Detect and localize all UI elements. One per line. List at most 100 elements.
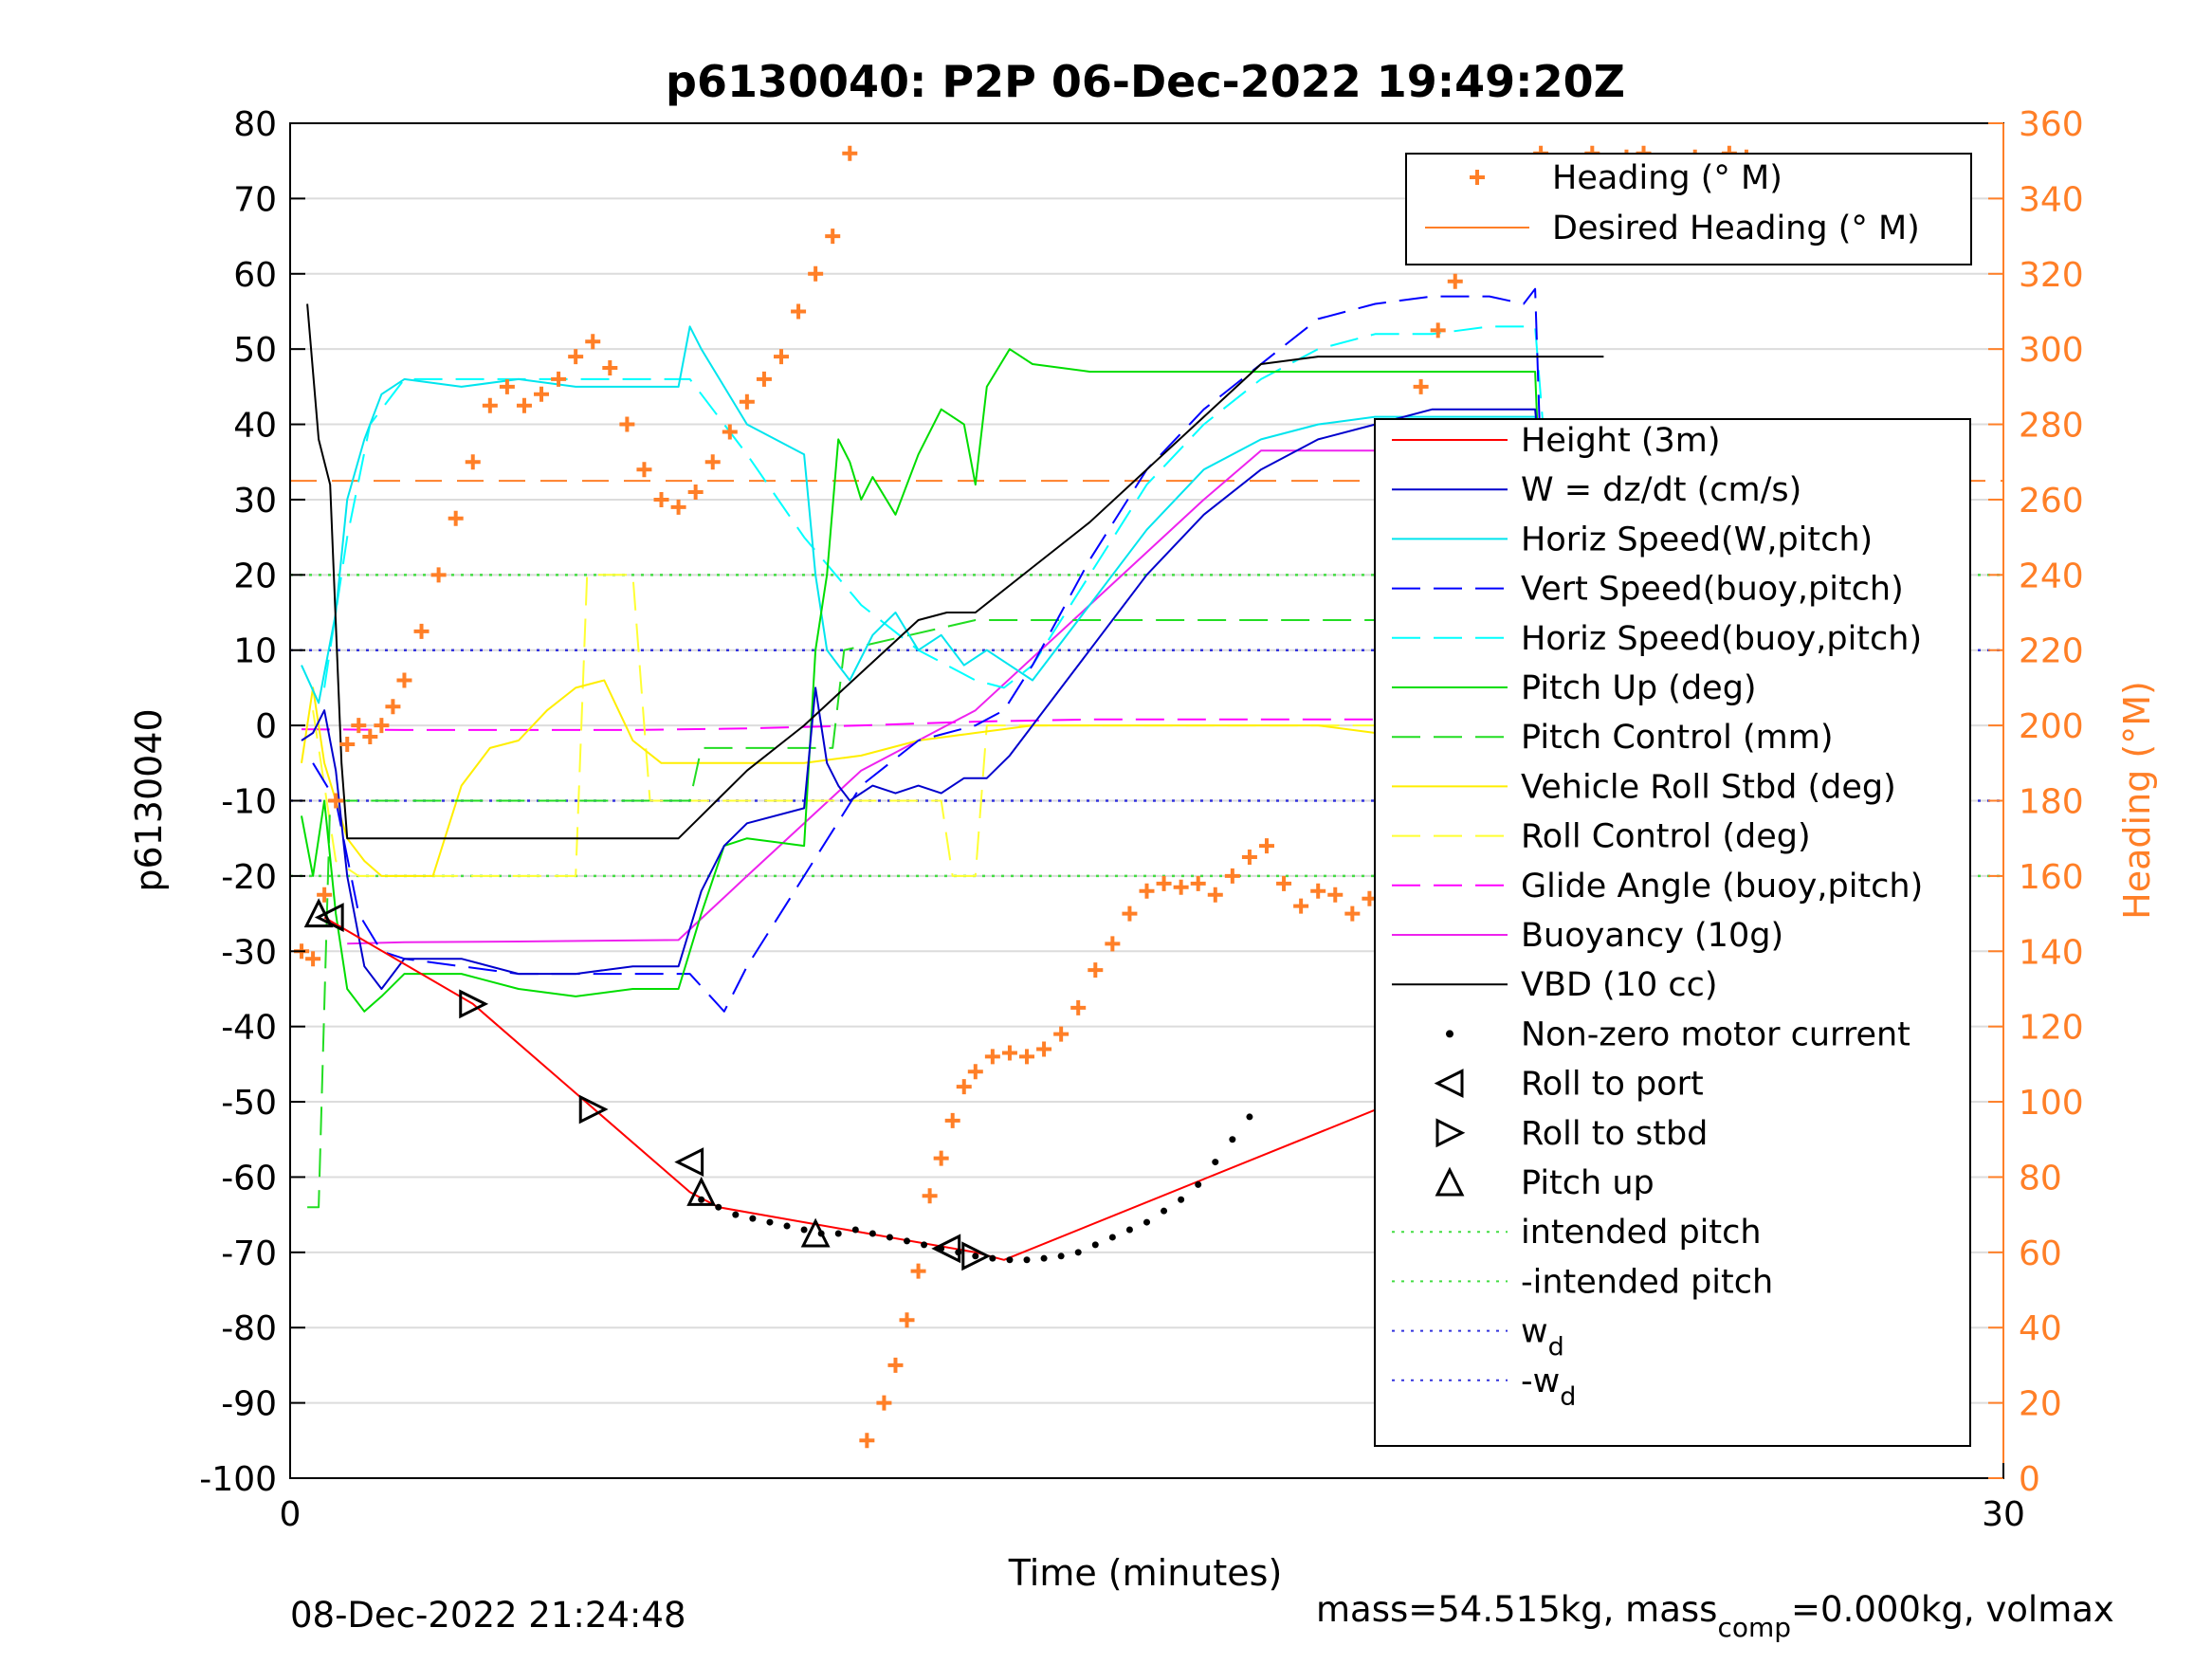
legend-desired-heading-label: Desired Heading (° M): [1552, 210, 1920, 247]
y-tick-label: 80: [233, 105, 277, 144]
heading-point: [1430, 322, 1446, 338]
heading-point: [704, 454, 721, 470]
heading-point: [756, 371, 772, 387]
motor-current-dot: [800, 1226, 808, 1234]
heading-point: [413, 623, 430, 639]
y-tick-label: -60: [221, 1159, 277, 1198]
y-tick-label: -70: [221, 1234, 277, 1273]
legend-label: -intended pitch: [1521, 1263, 1773, 1301]
y-tick-label: -80: [221, 1309, 277, 1348]
roll-to-port-marker: [931, 1234, 961, 1264]
heading-point: [984, 1049, 1000, 1065]
heading-point: [808, 265, 824, 282]
footer-mass-suffix: =0.000kg, volmax: [1791, 1589, 2114, 1630]
y-tick-label: 10: [233, 632, 277, 671]
legend-subscript: d: [1548, 1333, 1564, 1362]
y-right-tick-label: 80: [2019, 1159, 2062, 1198]
heading-point: [1293, 898, 1309, 914]
y-tick-label: 70: [233, 180, 277, 219]
y-tick-label: -30: [221, 933, 277, 972]
heading-point: [430, 567, 447, 583]
y-right-tick-label: 20: [2019, 1385, 2062, 1424]
heading-point: [933, 1150, 949, 1166]
motor-current-dot: [783, 1222, 791, 1230]
heading-point: [670, 499, 686, 515]
y-tick-label: -40: [221, 1009, 277, 1048]
roll-to-port-marker: [674, 1147, 704, 1177]
legend-label: Vert Speed(buoy,pitch): [1521, 571, 1904, 609]
heading-point: [859, 1433, 875, 1449]
heading-point: [1310, 883, 1326, 899]
x-tick-label: 30: [1982, 1495, 2025, 1534]
legend-label: Horiz Speed(W,pitch): [1521, 521, 1873, 558]
legend-label: Roll Control (deg): [1521, 818, 1811, 856]
x-axis-label: Time (minutes): [1008, 1552, 1283, 1594]
motor-current-dot: [972, 1253, 979, 1260]
y-right-tick-label: 280: [2019, 407, 2084, 446]
roll-to-stbd-marker: [578, 1094, 609, 1125]
motor-current-dot: [1006, 1256, 1014, 1264]
legend-top-box: [1405, 153, 1972, 265]
motor-current-dot: [1023, 1256, 1031, 1264]
legend-label: Non-zero motor current: [1521, 1015, 1910, 1053]
y-tick-label: -90: [221, 1385, 277, 1424]
motor-current-dot: [1108, 1234, 1116, 1241]
motor-current-dot: [1143, 1218, 1150, 1226]
motor-current-dot: [868, 1230, 876, 1237]
legend-label: Height (3m): [1521, 422, 1721, 460]
heading-point: [1224, 868, 1240, 884]
tick-layer: 80706050403020100-10-20-30-40-50-60-70-8…: [199, 105, 2083, 1534]
heading-point: [534, 386, 550, 402]
heading-point: [1019, 1049, 1035, 1065]
y-right-tick-label: 200: [2019, 707, 2084, 746]
motor-current-dot: [851, 1226, 859, 1234]
legend-label: W = dz/dt (cm/s): [1521, 471, 1801, 509]
y-tick-label: 30: [233, 482, 277, 521]
heading-point: [516, 397, 532, 413]
motor-current-dot: [1212, 1159, 1219, 1166]
heading-point: [956, 1079, 972, 1095]
heading-point: [876, 1395, 892, 1411]
heading-point: [1447, 273, 1463, 289]
heading-point: [1327, 887, 1344, 903]
heading-point: [1258, 838, 1274, 854]
legend-heading-symbol: [1470, 170, 1485, 185]
heading-point: [1036, 1041, 1052, 1057]
heading-point: [1344, 905, 1361, 922]
roll-to-stbd-marker: [459, 989, 489, 1019]
heading-point: [842, 145, 858, 161]
y-right-tick-label: 240: [2019, 557, 2084, 595]
heading-point: [944, 1112, 960, 1128]
heading-point: [362, 729, 378, 745]
y-tick-label: 20: [233, 557, 277, 595]
legend-label: Pitch Control (mm): [1521, 719, 1833, 757]
legend-symbol: [1446, 1030, 1453, 1038]
series-horiz-speed-w-pitch: [301, 325, 1718, 704]
motor-current-dot: [1195, 1180, 1202, 1188]
series-w-dz-dt-cm-s: [301, 408, 1718, 990]
pitch-up-marker: [686, 1176, 717, 1206]
x-tick-label: 0: [280, 1495, 302, 1534]
series-vbd-10-cc: [306, 303, 1604, 840]
legend-label: Roll to port: [1521, 1066, 1704, 1104]
heading-point: [1122, 905, 1138, 922]
motor-current-dot: [1178, 1196, 1185, 1203]
motor-current-dot: [989, 1254, 996, 1262]
y-tick-label: 40: [233, 407, 277, 446]
heading-point: [1105, 936, 1121, 952]
footer-mass-sub: comp: [1717, 1612, 1791, 1643]
y-right-tick-label: 360: [2019, 105, 2084, 144]
heading-point: [653, 491, 669, 507]
y-right-tick-label: 60: [2019, 1234, 2062, 1273]
y-right-tick-label: 140: [2019, 933, 2084, 972]
heading-point: [687, 485, 704, 501]
legend-label: Pitch Up (deg): [1521, 669, 1757, 707]
legend-top: Heading (° M) Desired Heading (° M): [1405, 153, 1972, 265]
heading-point: [465, 454, 481, 470]
y-right-tick-label: 160: [2019, 858, 2084, 897]
heading-point: [887, 1357, 904, 1373]
heading-point: [602, 360, 618, 376]
heading-point: [351, 718, 367, 734]
